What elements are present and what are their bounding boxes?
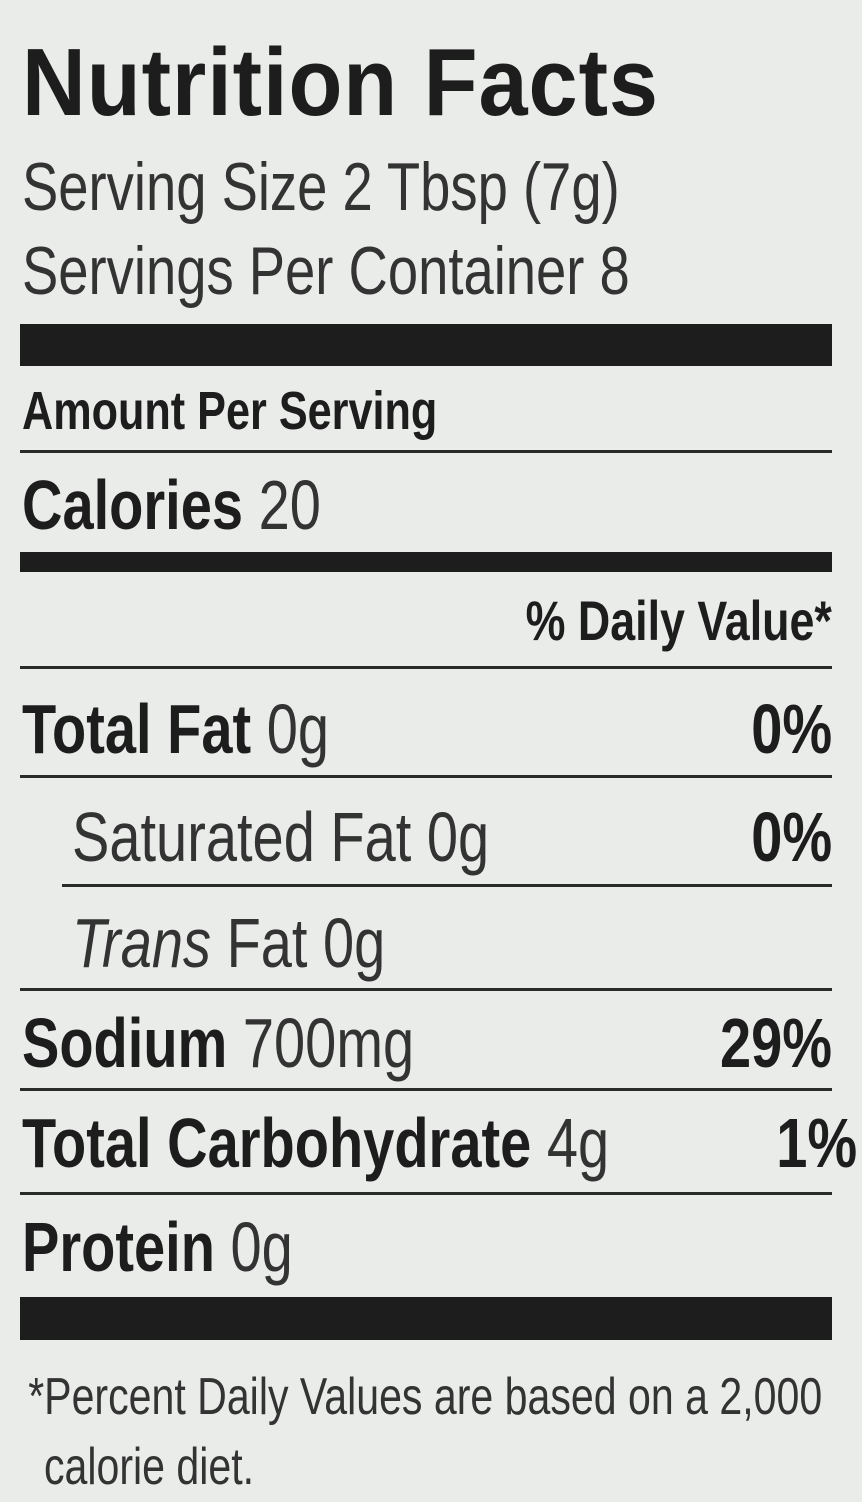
rule: [20, 1088, 832, 1091]
daily-value: 29%: [720, 1003, 832, 1083]
daily-value: 0%: [751, 797, 832, 877]
calories-value: 20: [258, 466, 321, 544]
calories-label: Calories: [22, 466, 243, 544]
calories: Calories 20: [22, 465, 321, 545]
servings-per-container: Servings Per Container 8: [22, 232, 782, 310]
calories-row: Calories 20: [22, 462, 832, 548]
footnote: *Percent Daily Values are based on a 2,0…: [28, 1368, 823, 1496]
nutrient-row: Protein 0g: [22, 1202, 832, 1292]
dv-text: 29%: [719, 1004, 832, 1082]
rule: [20, 775, 832, 778]
nutrient-amount: 0g: [426, 798, 490, 876]
nutrient-name: Total Fat: [22, 690, 252, 768]
rule: [20, 988, 832, 991]
thick-rule: [20, 1297, 832, 1340]
dv-header: % Daily Value*: [525, 588, 832, 652]
nutrient-name: Fat: [226, 904, 308, 982]
nutrient-amount: 700mg: [242, 1004, 415, 1082]
dv-header-row: % Daily Value*: [22, 580, 832, 660]
nutrient: Trans Fat 0g: [72, 903, 385, 983]
nutrient-row: Sodium 700mg 29%: [22, 998, 832, 1088]
nutrient-amount: 4g: [546, 1104, 610, 1182]
nutrient-name-italic: Trans: [72, 904, 211, 982]
nutrient-amount: 0g: [266, 690, 330, 768]
nutrient-row: Total Carbohydrate 4g 1%: [22, 1098, 857, 1188]
dv-text: 1%: [776, 1104, 858, 1182]
serving-size-text: Serving Size 2 Tbsp (7g): [22, 149, 620, 225]
nutrient: Saturated Fat 0g: [72, 797, 489, 877]
nutrient: Total Carbohydrate 4g: [22, 1103, 609, 1183]
nutrient-name: Protein: [22, 1208, 215, 1286]
amount-text: Amount Per Serving: [22, 381, 438, 441]
nutrient-row: Trans Fat 0g: [72, 898, 832, 988]
servings-text: Servings Per Container 8: [22, 233, 630, 309]
medium-rule: [20, 552, 832, 572]
daily-value: 0%: [751, 689, 832, 769]
amount-per-serving: Amount Per Serving: [22, 380, 541, 442]
rule: [20, 666, 832, 669]
nutrient: Protein 0g: [22, 1207, 293, 1287]
nutrient-name: Total Carbohydrate: [22, 1104, 532, 1182]
nutrient: Total Fat 0g: [22, 689, 329, 769]
nutrient-name: Saturated Fat: [72, 798, 412, 876]
rule: [62, 884, 832, 887]
dv-text: 0%: [751, 690, 832, 768]
daily-value: 1%: [776, 1103, 857, 1183]
nutrient-name: Sodium: [22, 1004, 228, 1082]
title-text: Nutrition Facts: [22, 29, 659, 136]
nutrient-amount: 0g: [230, 1208, 293, 1286]
thick-rule: [20, 324, 832, 366]
label-title: Nutrition Facts: [22, 28, 714, 138]
nutrient-row: Saturated Fat 0g 0%: [72, 792, 832, 882]
rule: [20, 1192, 832, 1195]
nutrient: Sodium 700mg: [22, 1003, 414, 1083]
serving-size: Serving Size 2 Tbsp (7g): [22, 148, 769, 226]
dv-text: 0%: [751, 798, 832, 876]
nutrient-amount: 0g: [323, 904, 386, 982]
nutrient-row: Total Fat 0g 0%: [22, 684, 832, 774]
rule: [20, 450, 832, 453]
